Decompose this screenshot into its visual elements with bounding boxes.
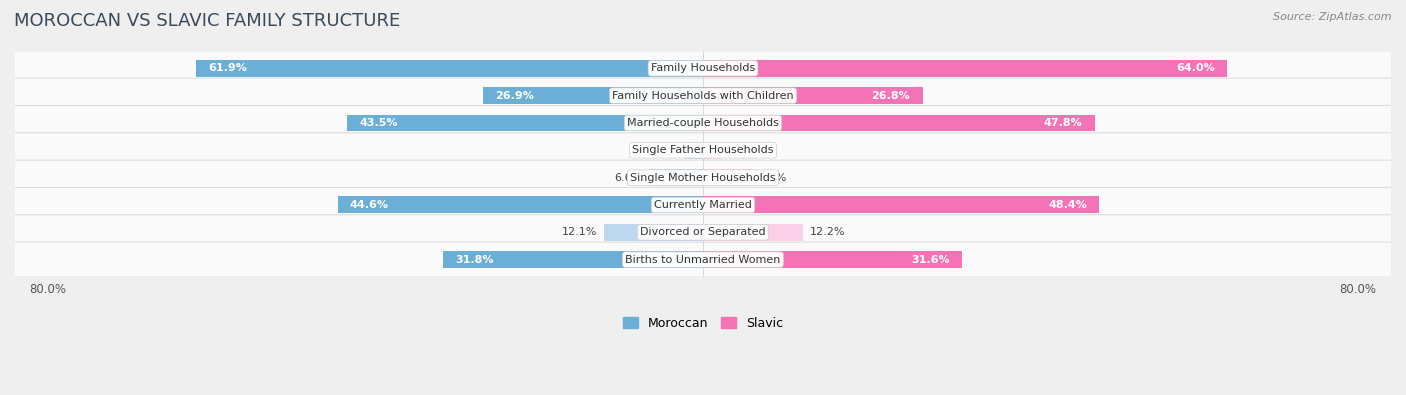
Bar: [703, 60, 1227, 77]
Bar: [703, 142, 721, 159]
Text: Family Households with Children: Family Households with Children: [612, 90, 794, 101]
Bar: [703, 115, 1094, 132]
Bar: [703, 224, 803, 241]
Text: 26.8%: 26.8%: [872, 90, 910, 101]
Text: Births to Unmarried Women: Births to Unmarried Women: [626, 255, 780, 265]
FancyBboxPatch shape: [14, 215, 1392, 250]
Text: Single Mother Households: Single Mother Households: [630, 173, 776, 182]
Bar: [703, 251, 962, 268]
FancyBboxPatch shape: [14, 188, 1392, 222]
Bar: [605, 224, 703, 241]
Text: 2.2%: 2.2%: [727, 145, 756, 155]
FancyBboxPatch shape: [14, 51, 1392, 86]
Bar: [482, 87, 703, 104]
Text: 44.6%: 44.6%: [350, 200, 389, 210]
Bar: [337, 196, 703, 213]
Text: 43.5%: 43.5%: [359, 118, 398, 128]
Bar: [685, 142, 703, 159]
Text: 31.6%: 31.6%: [911, 255, 949, 265]
FancyBboxPatch shape: [14, 133, 1392, 168]
Text: 2.2%: 2.2%: [650, 145, 679, 155]
Legend: Moroccan, Slavic: Moroccan, Slavic: [619, 312, 787, 335]
Text: 64.0%: 64.0%: [1177, 63, 1215, 73]
Text: 12.2%: 12.2%: [810, 227, 845, 237]
Text: 12.1%: 12.1%: [562, 227, 598, 237]
Text: Currently Married: Currently Married: [654, 200, 752, 210]
Bar: [703, 196, 1099, 213]
Bar: [195, 60, 703, 77]
Text: Married-couple Households: Married-couple Households: [627, 118, 779, 128]
FancyBboxPatch shape: [14, 78, 1392, 113]
FancyBboxPatch shape: [14, 105, 1392, 141]
Text: 31.8%: 31.8%: [454, 255, 494, 265]
Text: Family Households: Family Households: [651, 63, 755, 73]
Text: 26.9%: 26.9%: [495, 90, 534, 101]
Text: Source: ZipAtlas.com: Source: ZipAtlas.com: [1274, 12, 1392, 22]
Bar: [703, 87, 922, 104]
Text: 48.4%: 48.4%: [1049, 200, 1087, 210]
Bar: [347, 115, 703, 132]
Text: 61.9%: 61.9%: [208, 63, 247, 73]
Text: 5.9%: 5.9%: [758, 173, 786, 182]
Text: 47.8%: 47.8%: [1043, 118, 1083, 128]
Text: Divorced or Separated: Divorced or Separated: [640, 227, 766, 237]
Bar: [443, 251, 703, 268]
Text: 6.6%: 6.6%: [614, 173, 643, 182]
Text: Single Father Households: Single Father Households: [633, 145, 773, 155]
Text: MOROCCAN VS SLAVIC FAMILY STRUCTURE: MOROCCAN VS SLAVIC FAMILY STRUCTURE: [14, 12, 401, 30]
FancyBboxPatch shape: [14, 242, 1392, 277]
FancyBboxPatch shape: [14, 160, 1392, 195]
Bar: [703, 169, 751, 186]
Bar: [650, 169, 703, 186]
